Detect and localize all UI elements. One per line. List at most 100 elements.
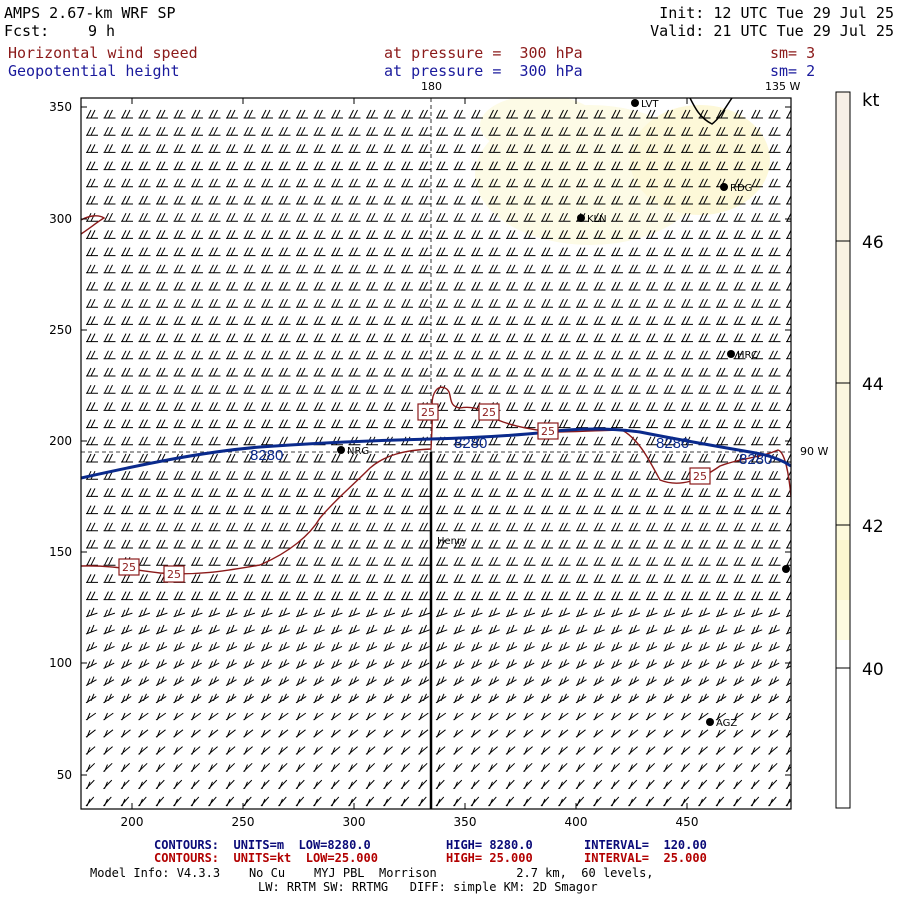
station-lvt: LVT [631, 99, 659, 110]
wind-barb [348, 712, 359, 721]
wind-barb [523, 642, 535, 652]
wind-barb [716, 470, 728, 480]
wind-barb [733, 212, 746, 222]
wind-barb [611, 126, 623, 136]
wind-barb [751, 539, 763, 549]
wind-barb [191, 281, 203, 291]
wind-barb [86, 522, 98, 532]
wind-barb [191, 144, 203, 153]
wind-barb [226, 436, 238, 446]
wind-barb [155, 693, 167, 704]
wind-barb [295, 693, 307, 704]
wind-barb [558, 779, 568, 790]
wind-barb [611, 264, 623, 274]
wind-barb [313, 522, 326, 532]
wind-barb [786, 195, 791, 205]
wind-barb [716, 453, 728, 463]
wind-barb [558, 591, 571, 601]
wind-barb [436, 298, 448, 308]
wind-barb [436, 333, 448, 343]
wind-barb [628, 746, 638, 755]
wind-barb [540, 642, 553, 652]
wind-barb [313, 316, 326, 325]
wind-barb [313, 505, 326, 515]
wind-barb [365, 659, 377, 669]
wind-barb [698, 539, 711, 549]
wind-barb [418, 367, 431, 377]
wind-barb [260, 712, 272, 721]
wind-barb [663, 762, 673, 772]
wind-barb [226, 333, 238, 343]
wind-barb [278, 676, 290, 687]
wind-barb [138, 161, 151, 171]
wind-barb [331, 505, 343, 515]
wind-barb [348, 693, 359, 704]
wind-barb [680, 659, 692, 669]
wind-barb [523, 247, 536, 257]
wind-barb [330, 729, 341, 738]
wind-barb [260, 762, 271, 772]
wind-barb [103, 624, 115, 635]
wind-barb [243, 264, 256, 274]
wind-barb [418, 264, 431, 274]
wind-barb [261, 195, 273, 205]
wind-barb [593, 556, 606, 566]
wind-barb [541, 178, 553, 188]
wind-barb [768, 436, 781, 446]
wind-barb [243, 591, 256, 601]
wind-barb [296, 350, 308, 360]
wind-barb [768, 693, 779, 704]
wind-barb [541, 126, 553, 136]
wind-barb [715, 746, 726, 755]
wind-barb [418, 230, 431, 239]
colorbar-segment [836, 600, 850, 640]
wind-barb [138, 178, 151, 188]
wind-barb [471, 556, 483, 566]
wind-barb [523, 367, 536, 377]
wind-barb [225, 796, 235, 807]
wind-barb [383, 298, 396, 308]
wind-barb [786, 367, 791, 377]
wind-barb [85, 624, 98, 635]
wind-barb [436, 367, 448, 377]
wind-barb [768, 574, 781, 583]
wind-barb [628, 264, 641, 274]
wind-barb [121, 126, 133, 136]
wind-barb [698, 126, 711, 136]
wind-barb [278, 109, 291, 119]
wind-barb [85, 607, 98, 618]
wind-barb [435, 607, 448, 618]
wind-barb [558, 144, 571, 153]
wind-barb [715, 762, 726, 772]
wind-barb [681, 333, 693, 343]
wind-barb [576, 333, 588, 343]
wind-barb [663, 333, 676, 343]
wind-barb [383, 712, 394, 721]
wind-barb [278, 659, 290, 669]
colorbar-segment [836, 310, 850, 450]
wind-barb [366, 264, 378, 274]
wind-barb [313, 591, 326, 601]
wind-barb [698, 350, 711, 360]
wind-barb [208, 676, 220, 687]
wind-barb [383, 212, 396, 222]
wind-barb [610, 607, 623, 618]
wind-barb [401, 230, 413, 239]
wind-barb [173, 607, 186, 618]
wind-barb [576, 591, 588, 601]
wind-barb [383, 419, 396, 429]
wind-barb [191, 556, 203, 566]
wind-barb [506, 281, 518, 291]
wind-barb [751, 333, 763, 343]
wind-barb [558, 729, 569, 738]
wind-barb [85, 693, 97, 704]
wind-barb [576, 539, 588, 549]
wind-barb [261, 488, 273, 497]
wind-barb [121, 505, 133, 515]
wind-barb [418, 693, 429, 704]
wind-barb [733, 195, 746, 205]
wind-barb [243, 746, 253, 755]
wind-barb [331, 212, 343, 222]
wind-barb [208, 230, 221, 239]
wind-barb [698, 212, 711, 222]
